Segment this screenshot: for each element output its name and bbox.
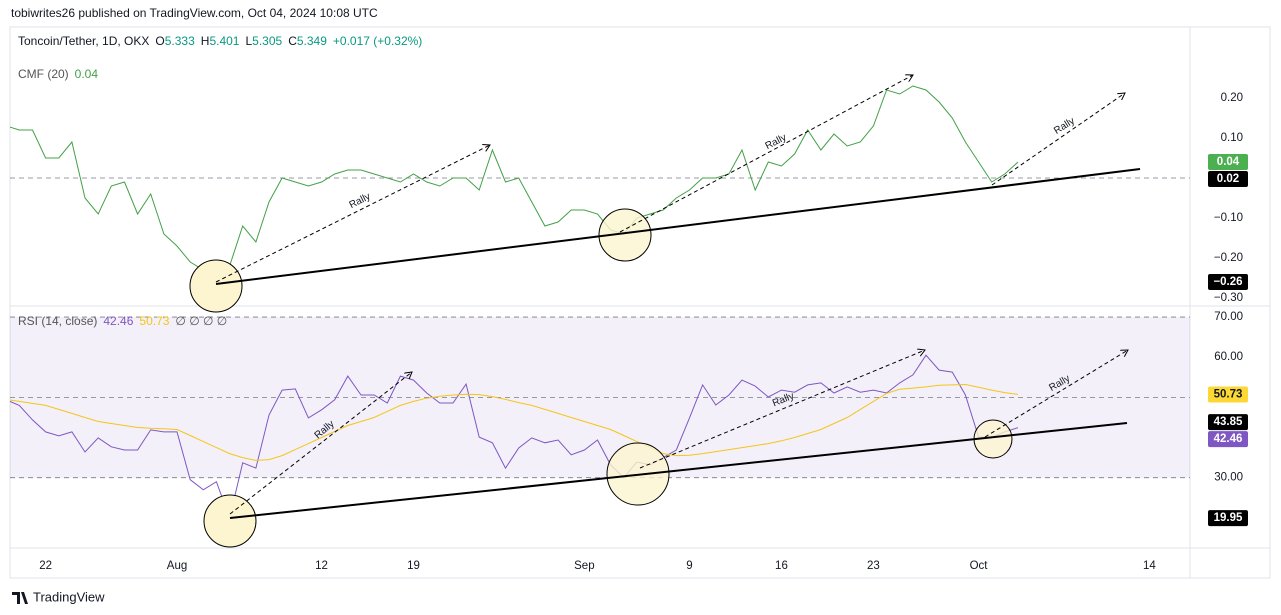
x-tick-label: 19 (407, 560, 420, 572)
series-line (10, 85, 1019, 283)
y-tick-label: 0.20 (1221, 92, 1243, 104)
y-tick-label: 60.00 (1214, 351, 1243, 363)
trendline (229, 422, 1128, 519)
footer-logo (12, 592, 28, 604)
x-tick-label: 22 (39, 560, 52, 572)
ohlc-key: H (201, 34, 210, 48)
symbol-line: Toncoin/Tether, 1D, OKX O5.333 H5.401 L5.30… (18, 34, 422, 48)
legend-value: ∅ ∅ ∅ ∅ (175, 314, 227, 328)
series-line (10, 354, 1019, 520)
scale-marker-label: 50.73 (1214, 388, 1243, 400)
footer: TradingView (33, 589, 105, 604)
scale-marker-label: 19.95 (1214, 512, 1243, 524)
ohlc-key: C (288, 34, 297, 48)
scale-marker-label: −0.26 (1213, 276, 1242, 288)
circle-marker (203, 494, 257, 548)
annotation: Rally (764, 132, 789, 152)
legend-value: 50.73 (139, 314, 169, 328)
header: tobiwrites26 published on TradingView.co… (11, 6, 378, 20)
scale-marker (1208, 386, 1248, 403)
y-tick-label: −0.20 (1214, 252, 1243, 264)
annotation: Rally (348, 191, 373, 211)
scale-marker-label: 42.46 (1214, 433, 1243, 445)
drawings: Rally Rally Rally Rally Rally Rally (189, 75, 1141, 548)
scale-marker (1208, 510, 1248, 527)
scale-marker-label: 0.02 (1217, 173, 1239, 185)
rally-arrow (639, 350, 925, 469)
ohlc-key: O (155, 34, 164, 48)
annotation: Rally (1052, 116, 1077, 137)
x-tick-label: 16 (775, 560, 788, 572)
ohlc-value: 5.401 (209, 34, 239, 48)
rally-arrow (991, 93, 1125, 186)
y-tick-label: −0.30 (1214, 292, 1243, 304)
x-tick-label: 9 (686, 560, 692, 572)
scale-marker (1208, 414, 1248, 431)
circle-marker (598, 208, 652, 262)
ohlc-value: 5.305 (252, 34, 282, 48)
scale-marker-label: 0.04 (1217, 156, 1240, 168)
legend-value: 0.04 (75, 67, 99, 81)
legend-title: CMF (20) (18, 67, 69, 81)
rally-arrow (229, 372, 412, 515)
trendline (215, 168, 1141, 285)
ohlc-value: 5.333 (165, 34, 195, 48)
y-tick-label: 0.10 (1221, 132, 1243, 144)
legend: RSI (14, close) 42.46 50.73 ∅ ∅ ∅ ∅ (18, 314, 227, 328)
legend-value: 42.46 (103, 314, 133, 328)
x-tick-label: Aug (167, 560, 187, 572)
ohlc-key: L (245, 34, 252, 48)
legend: CMF (20) 0.04 (18, 67, 98, 81)
scale-marker (1208, 154, 1248, 170)
x-tick-label: 14 (1143, 560, 1156, 572)
legend-title: RSI (14, close) (18, 314, 97, 328)
scale-marker (1208, 171, 1248, 187)
ohlc-value: 5.349 (297, 34, 327, 48)
rally-arrow (215, 145, 490, 283)
y-tick-label: 70.00 (1214, 311, 1243, 323)
symbol-name: Toncoin/Tether, 1D, OKX (18, 34, 149, 48)
logo-icon (12, 592, 28, 604)
rally-arrow (619, 75, 913, 233)
scale-marker-label: 43.85 (1214, 416, 1243, 428)
x-tick-label: 23 (867, 560, 880, 572)
series-line (10, 383, 1019, 461)
scale-marker (1208, 274, 1248, 290)
circle-marker (189, 259, 243, 313)
y-tick-label: −0.10 (1214, 212, 1243, 224)
y-tick-label: 30.00 (1214, 472, 1243, 484)
scale-marker (1208, 431, 1248, 448)
x-tick-label: Sep (574, 560, 594, 572)
frame (9, 26, 1271, 579)
change: +0.017 (+0.32%) (333, 34, 422, 48)
x-tick-label: 12 (315, 560, 328, 572)
x-tick-label: Oct (970, 560, 989, 572)
